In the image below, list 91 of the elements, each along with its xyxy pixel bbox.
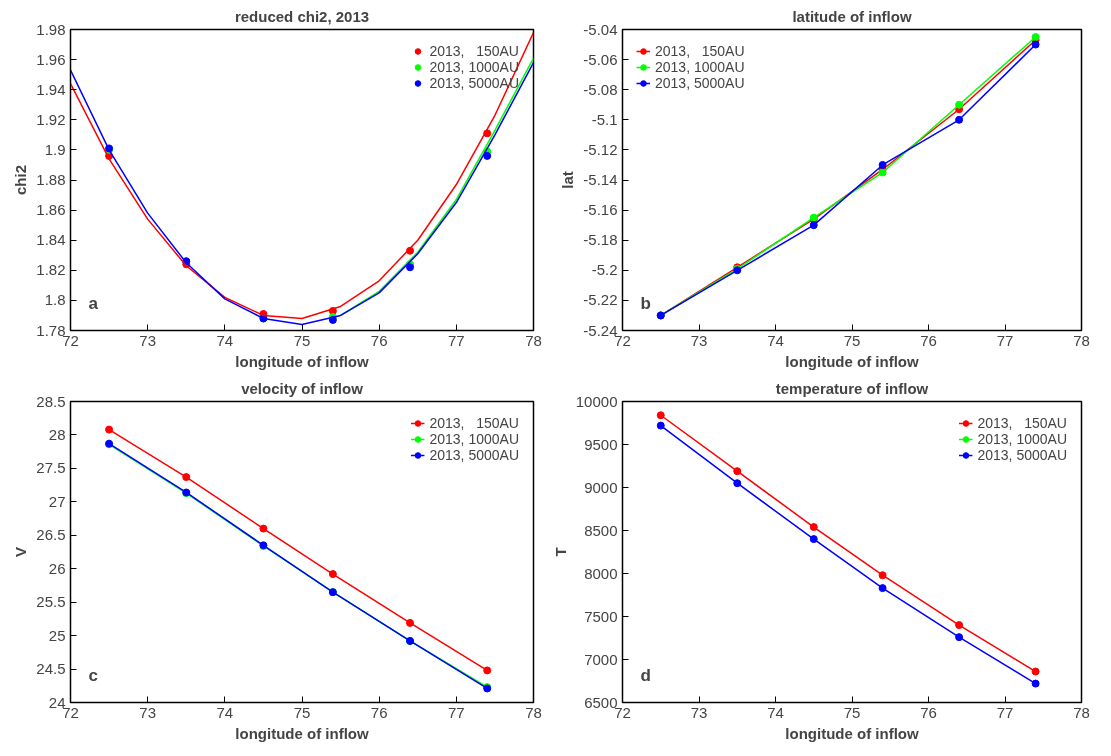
- y-tick-label: 28: [48, 425, 66, 443]
- y-tick-label: 1.84: [36, 231, 66, 249]
- y-tick-label: 1.9: [44, 140, 66, 158]
- chart-title: velocity of inflow: [241, 379, 364, 397]
- x-axis-title: longitude of inflow: [785, 724, 919, 742]
- legend-label: 2013, 1000AU: [429, 431, 519, 447]
- x-tick-label: 77: [447, 703, 465, 721]
- x-tick-label: 74: [767, 703, 784, 721]
- y-tick-label: 8500: [584, 521, 618, 539]
- legend-label: 2013, 150AU: [977, 415, 1067, 431]
- y-tick-label: -5.1: [591, 110, 618, 128]
- legend-label: 2013, 5000AU: [655, 75, 745, 91]
- x-tick-label: 77: [447, 331, 465, 349]
- x-tick-label: 76: [370, 331, 388, 349]
- y-tick-label: 26.5: [36, 526, 66, 544]
- y-tick-label: 8000: [584, 564, 618, 582]
- y-tick-label: 1.78: [36, 321, 66, 339]
- legend-label: 2013, 5000AU: [429, 447, 519, 463]
- x-tick-label: 75: [843, 703, 861, 721]
- y-tick-label: 9500: [584, 435, 618, 453]
- x-tick-label: 75: [293, 331, 311, 349]
- y-tick-label: 1.96: [36, 50, 66, 68]
- y-tick-label: 1.94: [36, 80, 66, 98]
- y-tick-label: -5.06: [583, 50, 618, 68]
- y-axis-title: V: [12, 546, 30, 557]
- annotation: a: [88, 293, 99, 313]
- x-tick-label: 78: [1073, 331, 1090, 349]
- annotation: b: [640, 293, 651, 313]
- legend-label: 2013, 150AU: [655, 43, 745, 59]
- x-tick-label: 74: [767, 331, 784, 349]
- y-tick-label: -5.24: [583, 321, 618, 339]
- y-tick-label: 25: [48, 626, 66, 644]
- legend-label: 2013, 5000AU: [977, 447, 1067, 463]
- y-tick-label: -5.22: [583, 291, 618, 309]
- x-tick-label: 77: [996, 331, 1014, 349]
- y-tick-label: 27: [48, 492, 66, 510]
- legend-label: 2013, 150AU: [429, 415, 519, 431]
- y-axis-title: T: [551, 547, 569, 557]
- y-axis-title: lat: [559, 171, 577, 189]
- legend-label: 2013, 1000AU: [977, 431, 1067, 447]
- y-tick-label: 1.8: [44, 291, 66, 309]
- chart-title: latitude of inflow: [792, 7, 912, 25]
- x-tick-label: 76: [920, 703, 937, 721]
- y-tick-label: 1.86: [36, 201, 66, 219]
- legend-label: 2013, 150AU: [429, 43, 519, 59]
- x-tick-label: 73: [139, 331, 157, 349]
- x-axis-title: longitude of inflow: [785, 352, 919, 370]
- y-tick-label: -5.04: [583, 20, 618, 38]
- x-tick-label: 76: [920, 331, 937, 349]
- legend-label: 2013, 1000AU: [655, 59, 745, 75]
- y-tick-label: 7500: [584, 607, 618, 625]
- y-tick-label: -5.18: [583, 231, 618, 249]
- legend-label: 2013, 1000AU: [429, 59, 519, 75]
- y-tick-label: 26: [48, 559, 66, 577]
- chart-title: temperature of inflow: [775, 379, 929, 397]
- y-tick-label: 1.82: [36, 261, 66, 279]
- x-tick-label: 74: [216, 331, 234, 349]
- x-tick-label: 74: [216, 703, 234, 721]
- y-tick-label: -5.2: [591, 261, 618, 279]
- x-tick-label: 76: [370, 703, 388, 721]
- x-tick-label: 78: [525, 331, 542, 349]
- x-tick-label: 78: [1073, 703, 1090, 721]
- y-tick-label: 9000: [584, 478, 618, 496]
- y-tick-label: -5.14: [583, 171, 618, 188]
- x-tick-label: 73: [690, 331, 708, 349]
- y-tick-label: -5.08: [583, 80, 618, 98]
- y-tick-label: 25.5: [36, 593, 66, 611]
- x-tick-label: 75: [843, 331, 861, 349]
- y-tick-label: 1.92: [36, 110, 66, 128]
- x-tick-label: 75: [293, 703, 311, 721]
- y-tick-label: 28.5: [36, 392, 66, 410]
- x-tick-label: 78: [525, 703, 542, 721]
- annotation: c: [88, 665, 98, 685]
- y-tick-label: -5.16: [583, 201, 618, 219]
- y-tick-label: 10000: [575, 392, 618, 410]
- x-axis-title: longitude of inflow: [235, 724, 369, 742]
- x-tick-label: 73: [690, 703, 708, 721]
- chart-title: reduced chi2, 2013: [234, 7, 370, 25]
- annotation: d: [640, 665, 651, 685]
- x-tick-label: 73: [139, 703, 157, 721]
- x-tick-label: 77: [996, 703, 1014, 721]
- y-tick-label: 27.5: [36, 459, 66, 477]
- x-axis-title: longitude of inflow: [235, 352, 369, 370]
- y-tick-label: 24: [48, 693, 66, 711]
- y-axis-title: chi2: [12, 164, 30, 196]
- y-tick-label: -5.12: [583, 140, 618, 158]
- y-tick-label: 6500: [584, 693, 618, 711]
- y-tick-label: 7000: [584, 650, 618, 668]
- y-tick-label: 24.5: [36, 660, 66, 678]
- y-tick-label: 1.88: [36, 171, 66, 188]
- y-tick-label: 1.98: [36, 20, 66, 38]
